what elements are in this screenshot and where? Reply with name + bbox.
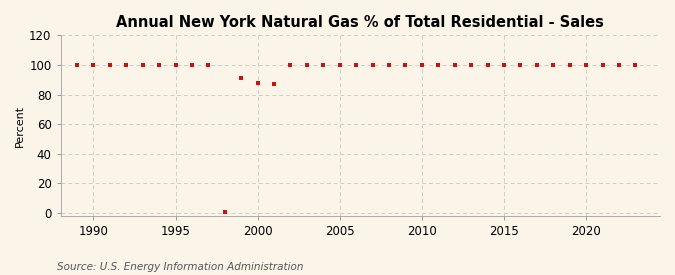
Point [400, 63, 411, 67]
Point [416, 63, 427, 67]
Point [482, 63, 493, 67]
Point [334, 63, 345, 67]
Point [564, 63, 575, 67]
Point [186, 63, 197, 67]
Point [531, 63, 542, 67]
Point [72, 63, 82, 67]
Point [269, 82, 279, 86]
Point [367, 63, 378, 67]
Point [318, 63, 329, 67]
Point [88, 63, 99, 67]
Point [236, 75, 246, 80]
Point [105, 63, 115, 67]
Text: Source: U.S. Energy Information Administration: Source: U.S. Energy Information Administ… [57, 262, 304, 272]
Point [285, 63, 296, 67]
Point [219, 210, 230, 214]
Point [466, 63, 477, 67]
Y-axis label: Percent: Percent [15, 104, 25, 147]
Title: Annual New York Natural Gas % of Total Residential - Sales: Annual New York Natural Gas % of Total R… [116, 15, 604, 30]
Point [170, 63, 181, 67]
Point [499, 63, 510, 67]
Point [614, 63, 624, 67]
Point [137, 63, 148, 67]
Point [203, 63, 214, 67]
Point [302, 63, 313, 67]
Point [383, 63, 394, 67]
Point [630, 63, 641, 67]
Point [548, 63, 559, 67]
Point [351, 63, 362, 67]
Point [450, 63, 460, 67]
Point [580, 63, 591, 67]
Point [154, 63, 165, 67]
Point [252, 81, 263, 86]
Point [121, 63, 132, 67]
Point [597, 63, 608, 67]
Point [433, 63, 443, 67]
Point [515, 63, 526, 67]
